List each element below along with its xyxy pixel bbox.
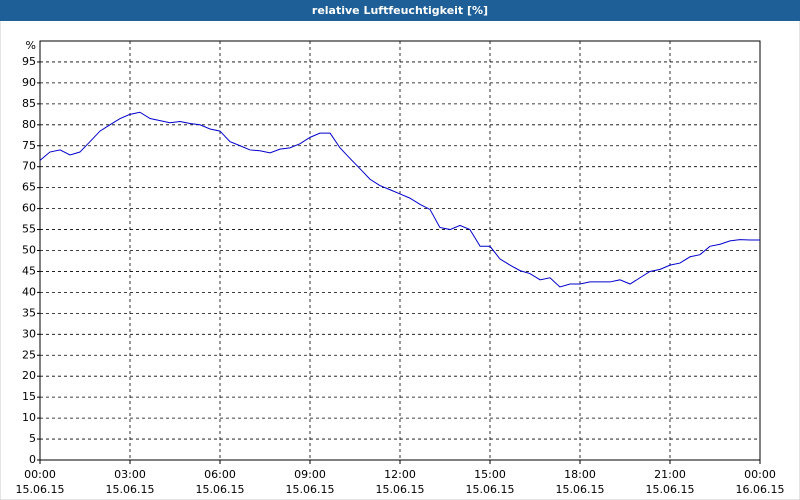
y-tick-label: 65 — [22, 181, 36, 194]
y-tick-label: 75 — [22, 139, 36, 152]
y-tick-label: 10 — [22, 411, 36, 424]
y-tick-label: 40 — [22, 285, 36, 298]
x-tick-label: 03:00 15.06.15 — [105, 468, 155, 496]
x-tick-label: 00:00 15.06.15 — [15, 468, 65, 496]
y-tick-label: 90 — [22, 76, 36, 89]
y-tick-label: 25 — [22, 348, 36, 361]
x-tick-label: 06:00 15.06.15 — [195, 468, 245, 496]
y-tick-label: 95 — [22, 55, 36, 68]
y-tick-label: 20 — [22, 369, 36, 382]
y-tick-label: 55 — [22, 223, 36, 236]
y-tick-label: 60 — [22, 202, 36, 215]
line — [39, 111, 760, 288]
chart-title: relative Luftfeuchtigkeit [%] — [312, 4, 488, 17]
title-bar — [0, 0, 800, 21]
y-tick-label: 30 — [22, 327, 36, 340]
y-unit: % — [26, 39, 36, 52]
y-tick-label: 5 — [29, 432, 36, 445]
y-tick-label: 80 — [22, 118, 36, 131]
x-tick-label: 00:00 16.06.15 — [735, 468, 785, 496]
y-tick-label: 70 — [22, 160, 36, 173]
y-tick-label: 0 — [29, 453, 36, 466]
y-tick-label: 50 — [22, 244, 36, 257]
x-tick-label: 18:00 15.06.15 — [555, 468, 605, 496]
plot-border — [39, 40, 761, 461]
y-tick-label: 85 — [22, 97, 36, 110]
y-tick-label: 15 — [22, 390, 36, 403]
x-tick-label: 21:00 15.06.15 — [645, 468, 695, 496]
x-tick-label: 12:00 15.06.15 — [375, 468, 425, 496]
x-tick-label: 15:00 15.06.15 — [465, 468, 515, 496]
y-tick-label: 45 — [22, 264, 36, 277]
x-tick-label: 09:00 15.06.15 — [285, 468, 335, 496]
y-tick-label: 35 — [22, 306, 36, 319]
